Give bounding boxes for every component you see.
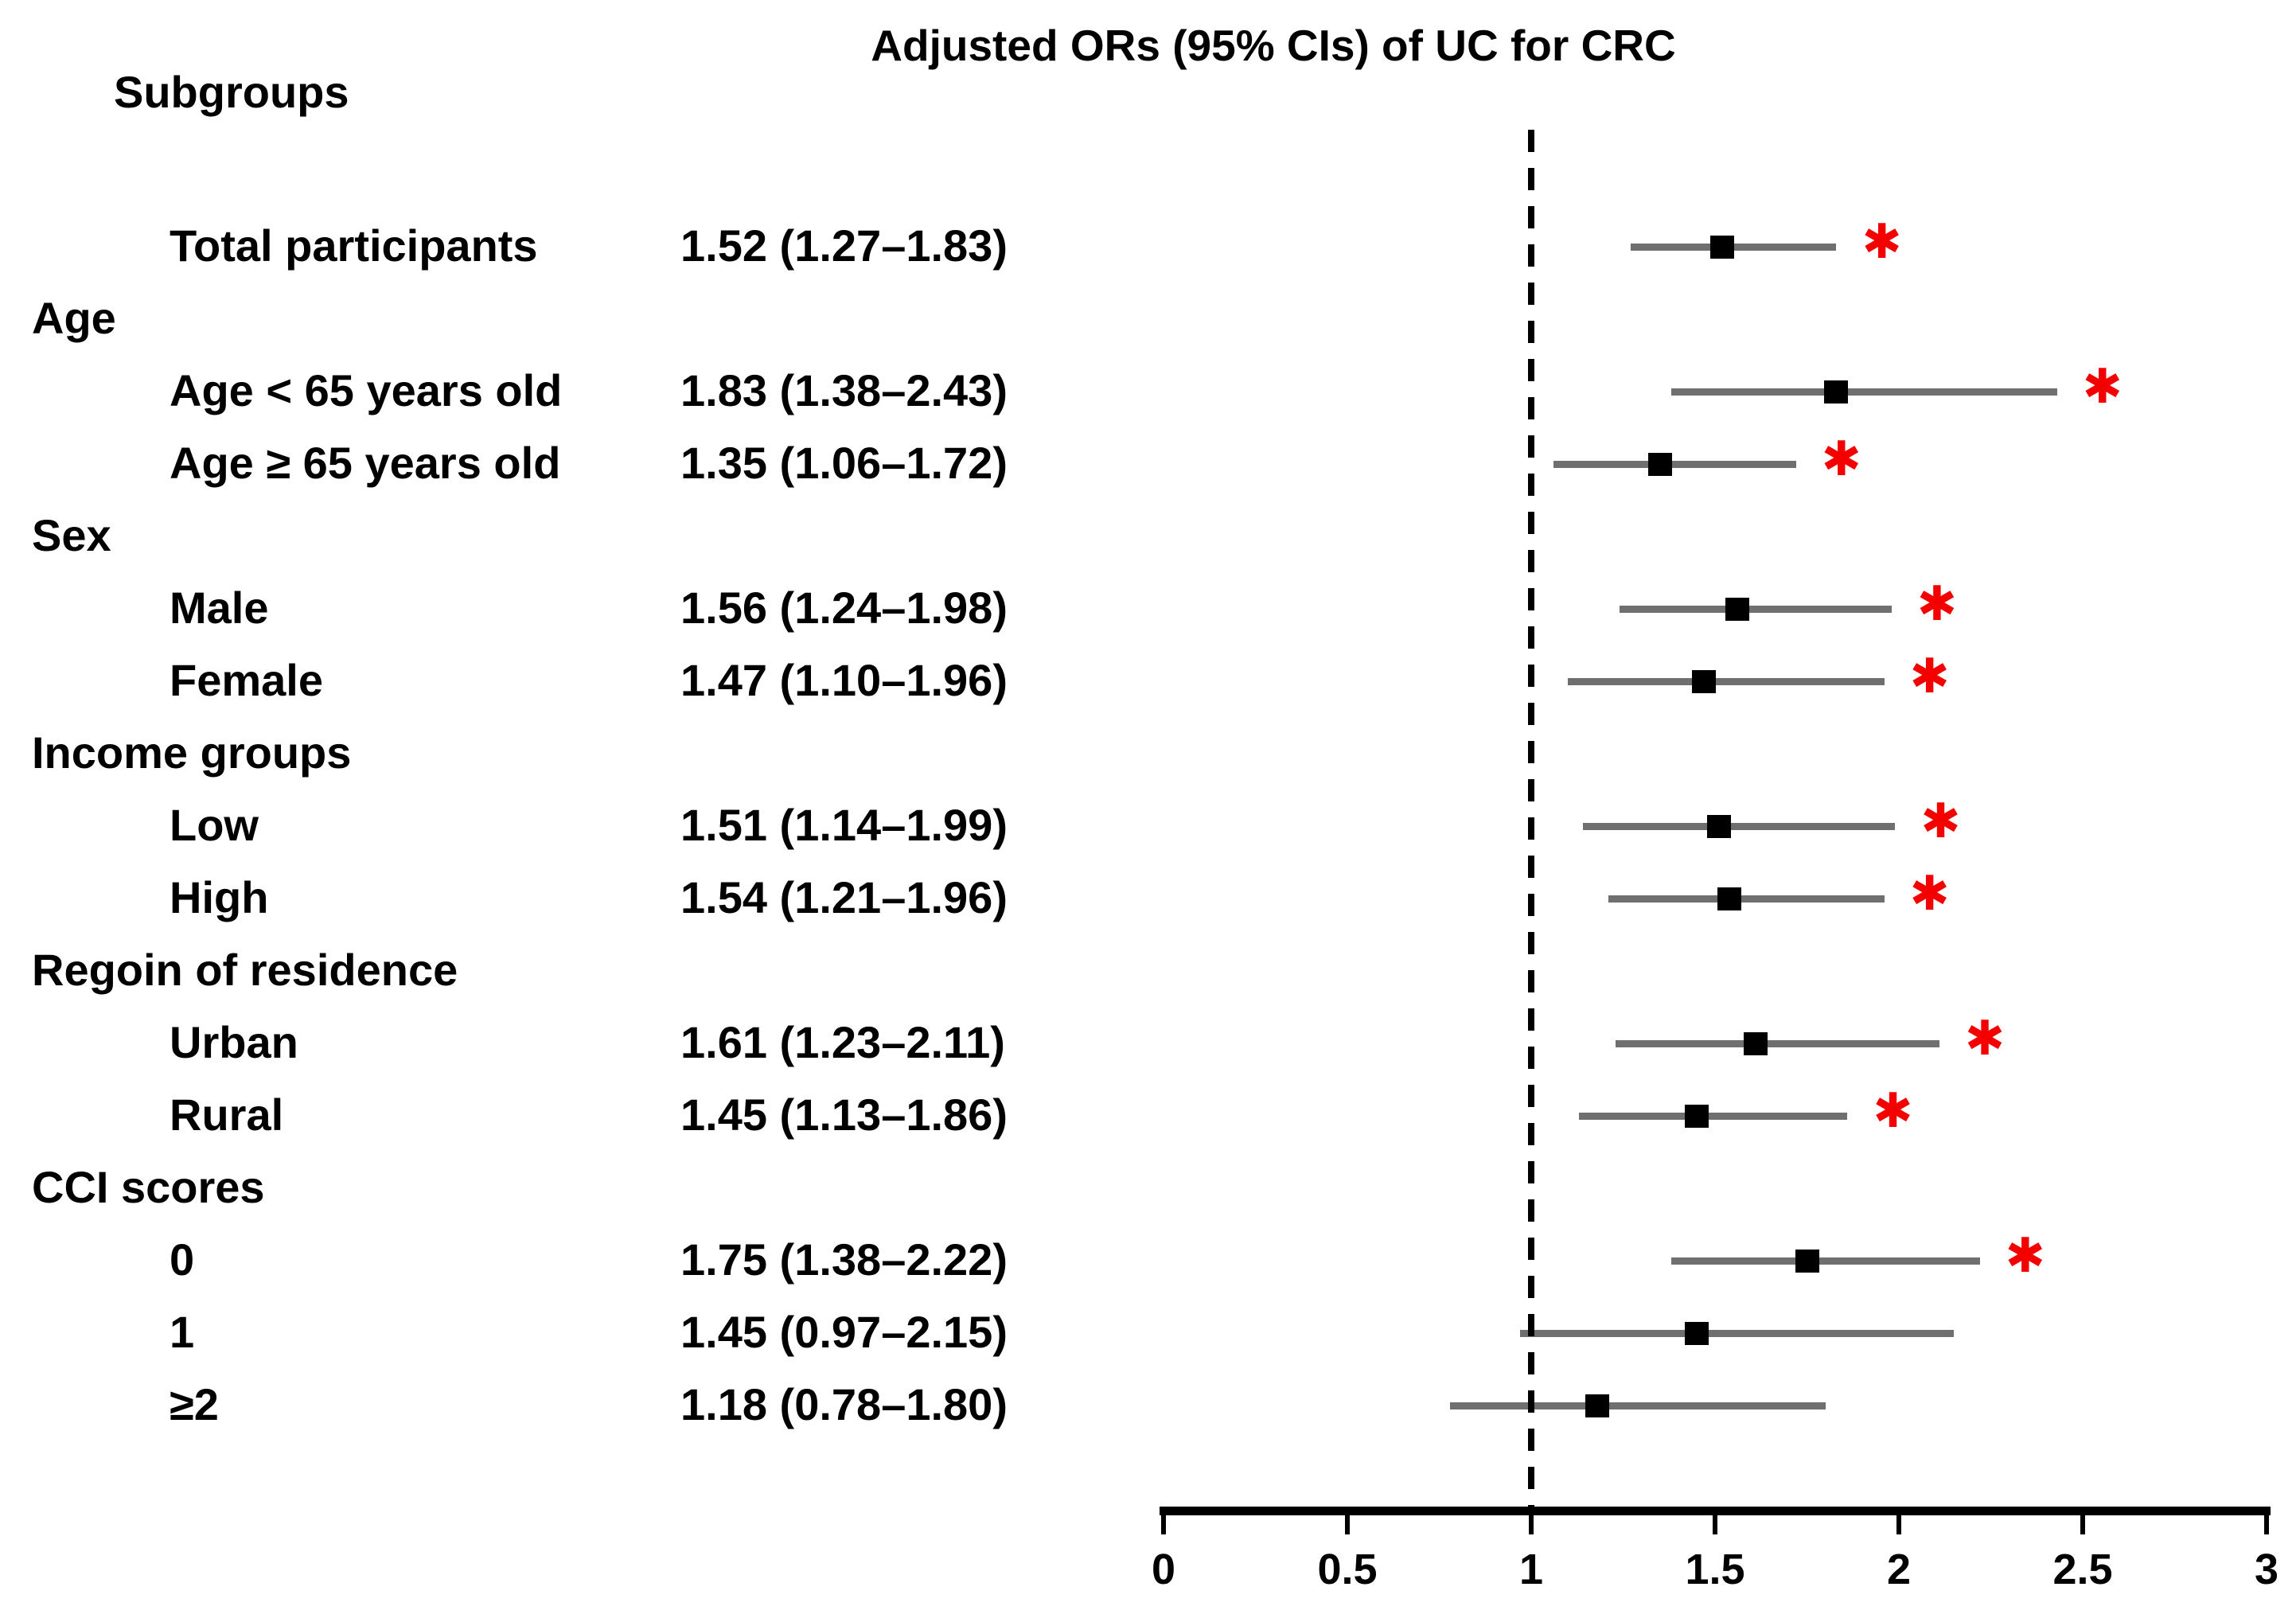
subgroup-item-label: Age < 65 years old [170, 365, 563, 415]
subgroup-header-label: Sex [32, 509, 111, 560]
subgroup-item-label: Female [170, 654, 323, 705]
ci-whisker-line [1608, 895, 1885, 903]
ci-whisker-line [1670, 388, 2057, 396]
ci-whisker-line [1582, 823, 1896, 830]
subgroup-item-label: Rural [170, 1089, 284, 1140]
or-point-marker [1824, 380, 1849, 404]
subgroup-item-label: 0 [170, 1234, 195, 1285]
significance-asterisk-icon: ✱ [1964, 1010, 2006, 1066]
x-axis-tick-label: 0.5 [1317, 1546, 1378, 1593]
significance-asterisk-icon: ✱ [2005, 1227, 2045, 1284]
x-axis-tick-label: 2.5 [2052, 1546, 2113, 1593]
or-point-marker [1585, 1394, 1610, 1417]
x-axis-tick [1896, 1514, 1901, 1534]
estimate-ci-label: 1.61 (1.23–2.11) [680, 1016, 1005, 1067]
estimate-ci-label: 1.47 (1.10–1.96) [680, 654, 1008, 705]
significance-asterisk-icon: ✱ [1873, 1082, 1913, 1139]
significance-asterisk-icon: ✱ [1821, 431, 1861, 487]
subgroup-item-label: Age ≥ 65 years old [170, 437, 561, 488]
or-point-marker [1717, 887, 1742, 910]
chart-title: Adjusted ORs (95% CIs) of UC for CRC [871, 21, 1676, 70]
subgroup-header-label: CCI scores [32, 1161, 265, 1212]
estimate-ci-label: 1.45 (0.97–2.15) [680, 1306, 1008, 1357]
ci-whisker-line [1616, 1040, 1939, 1047]
or-point-marker [1725, 598, 1749, 621]
subgroup-header-label: Age [32, 292, 116, 343]
estimate-ci-label: 1.51 (1.14–1.99) [680, 799, 1008, 850]
significance-asterisk-icon: ✱ [1909, 648, 1950, 704]
subgroup-item-label: High [170, 871, 269, 922]
ci-whisker-line [1568, 678, 1885, 685]
x-axis-tick-label: 0 [1151, 1546, 1176, 1593]
subgroup-item-label: Low [170, 799, 259, 850]
or-point-marker [1743, 1032, 1768, 1055]
significance-asterisk-icon: ✱ [1909, 865, 1950, 922]
or-point-marker [1795, 1250, 1819, 1273]
significance-asterisk-icon: ✱ [1916, 575, 1958, 632]
or-point-marker [1710, 236, 1735, 259]
subgroup-item-label: Male [170, 582, 269, 633]
subgroup-item-label: Total participants [170, 220, 538, 271]
estimate-ci-label: 1.35 (1.06–1.72) [680, 437, 1008, 488]
ci-whisker-line [1619, 606, 1892, 613]
ci-whisker-line [1553, 461, 1796, 468]
reference-line [1528, 130, 1534, 1507]
or-point-marker [1706, 815, 1731, 838]
ci-whisker-line [1579, 1113, 1848, 1120]
x-axis-tick-label: 2 [1886, 1546, 1912, 1593]
significance-asterisk-icon: ✱ [2082, 358, 2123, 415]
ci-whisker-line [1520, 1330, 1955, 1337]
x-axis-tick-label: 3 [2254, 1546, 2279, 1593]
x-axis-tick-label: 1.5 [1685, 1546, 1745, 1593]
subgroup-header-label: Income groups [32, 727, 352, 778]
or-point-marker [1684, 1105, 1709, 1128]
estimate-ci-label: 1.75 (1.38–2.22) [680, 1234, 1008, 1285]
subgroups-column-header: Subgroups [114, 67, 349, 117]
significance-asterisk-icon: ✱ [1920, 793, 1961, 849]
x-axis-tick [1713, 1514, 1717, 1534]
x-axis-tick [1529, 1514, 1534, 1534]
x-axis-tick [1161, 1514, 1166, 1534]
subgroup-item-label: 1 [170, 1306, 195, 1357]
or-point-marker [1684, 1322, 1709, 1345]
subgroup-item-label: ≥2 [170, 1378, 219, 1429]
estimate-ci-label: 1.83 (1.38–2.43) [680, 365, 1008, 415]
significance-asterisk-icon: ✱ [1861, 213, 1902, 270]
x-axis-tick [2080, 1514, 2085, 1534]
subgroup-header-label: Regoin of residence [32, 944, 458, 995]
or-point-marker [1692, 670, 1717, 693]
estimate-ci-label: 1.54 (1.21–1.96) [680, 871, 1008, 922]
x-axis-line [1160, 1507, 2271, 1515]
ci-whisker-line [1450, 1402, 1826, 1409]
ci-whisker-line [1670, 1257, 1980, 1265]
estimate-ci-label: 1.18 (0.78–1.80) [680, 1378, 1008, 1429]
or-point-marker [1647, 453, 1672, 476]
estimate-ci-label: 1.56 (1.24–1.98) [680, 582, 1008, 633]
x-axis-tick [1345, 1514, 1350, 1534]
x-axis-tick-label: 1 [1518, 1546, 1544, 1593]
estimate-ci-label: 1.45 (1.13–1.86) [680, 1089, 1008, 1140]
x-axis-tick [2264, 1514, 2269, 1534]
estimate-ci-label: 1.52 (1.27–1.83) [680, 220, 1008, 271]
subgroup-item-label: Urban [170, 1016, 298, 1067]
